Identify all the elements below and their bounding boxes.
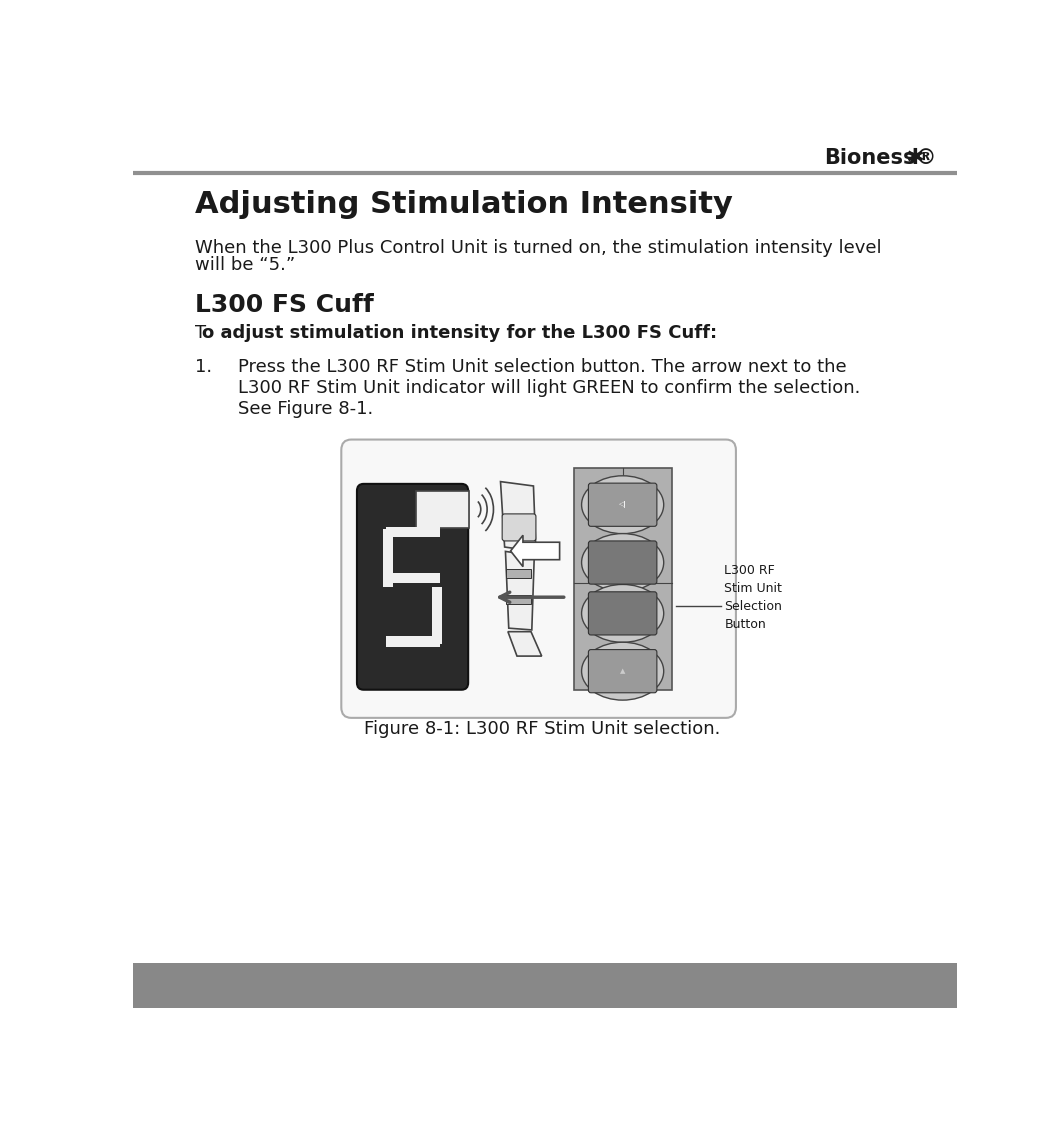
Bar <box>506 569 532 578</box>
FancyBboxPatch shape <box>357 484 468 690</box>
Text: ◁|: ◁| <box>619 501 626 509</box>
Text: See Figure 8-1.: See Figure 8-1. <box>237 400 373 418</box>
Text: 81: 81 <box>902 978 919 994</box>
FancyBboxPatch shape <box>589 483 657 527</box>
Bar <box>574 468 672 690</box>
Text: Chapter 8 - Operating the NESS L300 Plus System: Chapter 8 - Operating the NESS L300 Plus… <box>339 978 750 994</box>
Bar <box>386 573 439 583</box>
Text: L300 FS Cuff: L300 FS Cuff <box>195 293 373 317</box>
Text: When the L300 Plus Control Unit is turned on, the stimulation intensity level: When the L300 Plus Control Unit is turne… <box>195 239 881 257</box>
FancyBboxPatch shape <box>589 591 657 634</box>
Text: will be “5.”: will be “5.” <box>195 256 294 274</box>
Text: Press the L300 RF Stim Unit selection button. The arrow next to the: Press the L300 RF Stim Unit selection bu… <box>237 358 846 376</box>
Bar <box>416 491 469 528</box>
Polygon shape <box>505 552 535 630</box>
Ellipse shape <box>581 585 663 642</box>
Text: Bioness®: Bioness® <box>824 148 937 168</box>
Bar <box>384 529 393 587</box>
Ellipse shape <box>581 642 663 700</box>
Text: 1.: 1. <box>195 358 212 376</box>
Polygon shape <box>501 482 536 552</box>
Bar <box>506 595 532 604</box>
Bar <box>133 963 957 1008</box>
Text: o adjust stimulation intensity for the L300 FS Cuff:: o adjust stimulation intensity for the L… <box>202 324 718 342</box>
Ellipse shape <box>581 534 663 591</box>
Text: L300 RF Stim Unit indicator will light GREEN to confirm the selection.: L300 RF Stim Unit indicator will light G… <box>237 380 860 398</box>
Text: ▲: ▲ <box>620 668 625 674</box>
Text: Figure 8-1: L300 RF Stim Unit selection.: Figure 8-1: L300 RF Stim Unit selection. <box>365 721 721 739</box>
FancyBboxPatch shape <box>341 440 736 718</box>
FancyBboxPatch shape <box>589 649 657 692</box>
Bar <box>386 637 439 647</box>
Ellipse shape <box>581 476 663 534</box>
Bar <box>386 527 439 537</box>
Text: Adjusting Stimulation Intensity: Adjusting Stimulation Intensity <box>195 190 732 219</box>
Polygon shape <box>510 535 559 566</box>
Polygon shape <box>508 632 542 656</box>
Bar <box>432 587 442 645</box>
Text: T: T <box>195 324 206 342</box>
FancyBboxPatch shape <box>589 540 657 585</box>
FancyBboxPatch shape <box>502 514 536 540</box>
Text: ✱: ✱ <box>905 148 924 168</box>
Text: L300 RF
Stim Unit
Selection
Button: L300 RF Stim Unit Selection Button <box>724 564 782 631</box>
